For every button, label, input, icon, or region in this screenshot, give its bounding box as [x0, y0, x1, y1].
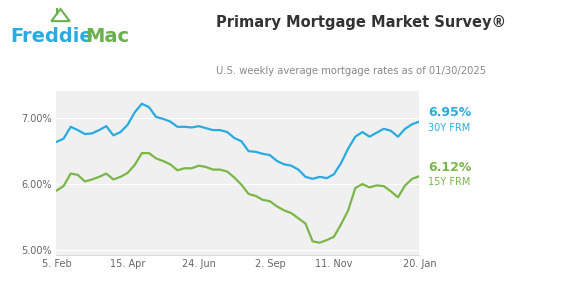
Text: Primary Mortgage Market Survey®: Primary Mortgage Market Survey®: [216, 15, 506, 30]
Text: 6.95%: 6.95%: [428, 106, 471, 119]
Text: 30Y FRM: 30Y FRM: [428, 123, 470, 133]
Text: U.S. weekly average mortgage rates as of 01/30/2025: U.S. weekly average mortgage rates as of…: [216, 66, 486, 76]
Text: Freddie: Freddie: [10, 27, 93, 46]
Text: Mac: Mac: [85, 27, 130, 46]
Text: 15Y FRM: 15Y FRM: [428, 177, 471, 187]
Text: 6.12%: 6.12%: [428, 161, 471, 174]
